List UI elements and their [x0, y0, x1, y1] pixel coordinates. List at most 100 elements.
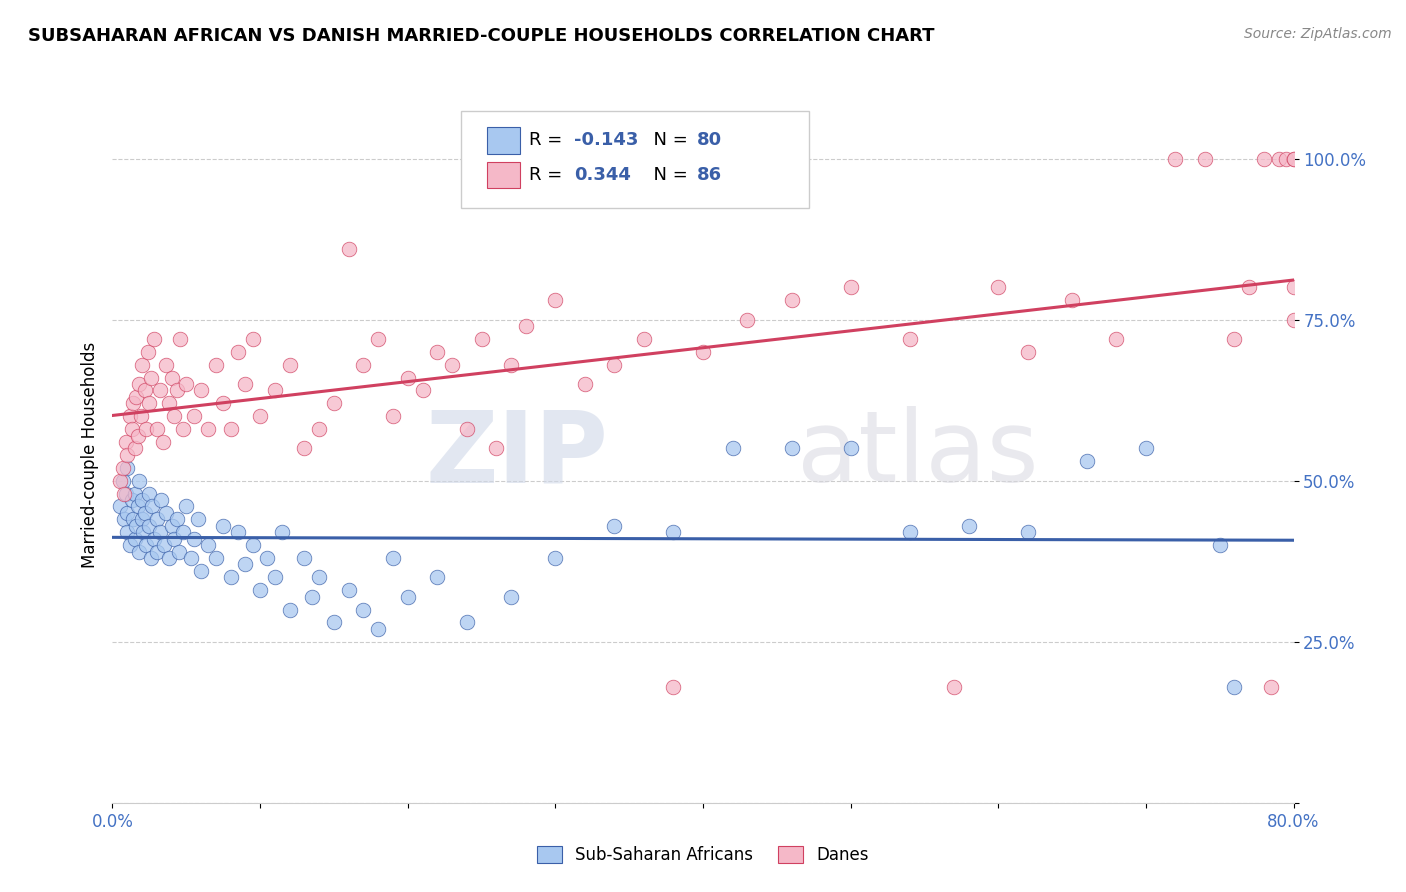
Point: [131, 512, 153, 526]
Point: [128, 544, 150, 558]
Point: [242, 538, 264, 552]
Point: [122, 512, 145, 526]
Point: [382, 409, 405, 424]
Point: [1282, 152, 1305, 166]
FancyBboxPatch shape: [461, 111, 810, 208]
Point: [155, 358, 177, 372]
Point: [117, 506, 138, 520]
Point: [197, 422, 219, 436]
Point: [120, 409, 142, 424]
Point: [129, 409, 152, 424]
Point: [142, 532, 165, 546]
Point: [352, 358, 374, 372]
Point: [603, 358, 626, 372]
Point: [166, 384, 188, 398]
Point: [174, 500, 197, 514]
Point: [124, 532, 146, 546]
Text: -0.143: -0.143: [574, 131, 638, 150]
Point: [172, 525, 194, 540]
Point: [141, 500, 163, 514]
Text: SUBSAHARAN AFRICAN VS DANISH MARRIED-COUPLE HOUSEHOLDS CORRELATION CHART: SUBSAHARAN AFRICAN VS DANISH MARRIED-COU…: [28, 27, 935, 45]
Point: [1282, 280, 1305, 294]
Point: [780, 442, 803, 456]
Point: [212, 396, 235, 410]
Point: [197, 538, 219, 552]
Point: [337, 583, 360, 598]
Point: [121, 422, 143, 436]
Point: [441, 358, 464, 372]
Point: [1223, 680, 1246, 694]
Point: [163, 532, 186, 546]
Point: [1017, 344, 1039, 359]
Point: [125, 390, 148, 404]
Point: [382, 551, 405, 566]
Point: [633, 332, 655, 346]
Point: [1253, 152, 1275, 166]
Point: [219, 570, 242, 584]
Point: [839, 442, 862, 456]
Text: 0.344: 0.344: [574, 166, 631, 185]
Point: [278, 358, 301, 372]
Point: [721, 442, 744, 456]
Point: [139, 370, 162, 384]
Point: [1268, 152, 1291, 166]
Point: [114, 486, 136, 500]
Point: [190, 564, 212, 578]
Point: [292, 442, 315, 456]
Point: [292, 551, 315, 566]
Point: [117, 525, 138, 540]
Text: ZIP: ZIP: [426, 407, 609, 503]
Point: [117, 460, 138, 475]
Text: R =: R =: [530, 131, 568, 150]
Point: [111, 474, 134, 488]
Point: [662, 680, 685, 694]
Point: [603, 518, 626, 533]
Point: [128, 377, 150, 392]
Point: [323, 396, 346, 410]
Point: [501, 590, 523, 604]
Point: [136, 344, 159, 359]
Text: atlas: atlas: [797, 407, 1039, 503]
Point: [127, 500, 149, 514]
Point: [138, 486, 160, 500]
Point: [249, 583, 271, 598]
Point: [470, 332, 494, 346]
Point: [180, 551, 202, 566]
Point: [411, 384, 433, 398]
Point: [142, 332, 165, 346]
Point: [127, 428, 149, 442]
Point: [183, 409, 205, 424]
Point: [367, 622, 389, 636]
Point: [737, 312, 759, 326]
Point: [167, 544, 190, 558]
Point: [187, 512, 209, 526]
Point: [1062, 293, 1084, 308]
Point: [135, 422, 157, 436]
Text: N =: N =: [641, 166, 693, 185]
Point: [132, 525, 155, 540]
Point: [1275, 152, 1298, 166]
Point: [125, 518, 148, 533]
Point: [226, 344, 249, 359]
Point: [396, 590, 419, 604]
Point: [124, 486, 146, 500]
Point: [1223, 332, 1246, 346]
Point: [264, 570, 287, 584]
Point: [456, 615, 478, 630]
Point: [146, 422, 169, 436]
Point: [426, 344, 449, 359]
Point: [278, 602, 301, 616]
Point: [134, 506, 156, 520]
Point: [515, 319, 537, 334]
Point: [1260, 680, 1282, 694]
Point: [112, 486, 135, 500]
Point: [233, 377, 256, 392]
Point: [544, 551, 567, 566]
Point: [122, 396, 145, 410]
Text: 86: 86: [697, 166, 723, 185]
FancyBboxPatch shape: [486, 128, 520, 153]
Point: [957, 518, 980, 533]
Point: [108, 474, 131, 488]
Point: [780, 293, 803, 308]
Point: [308, 570, 330, 584]
